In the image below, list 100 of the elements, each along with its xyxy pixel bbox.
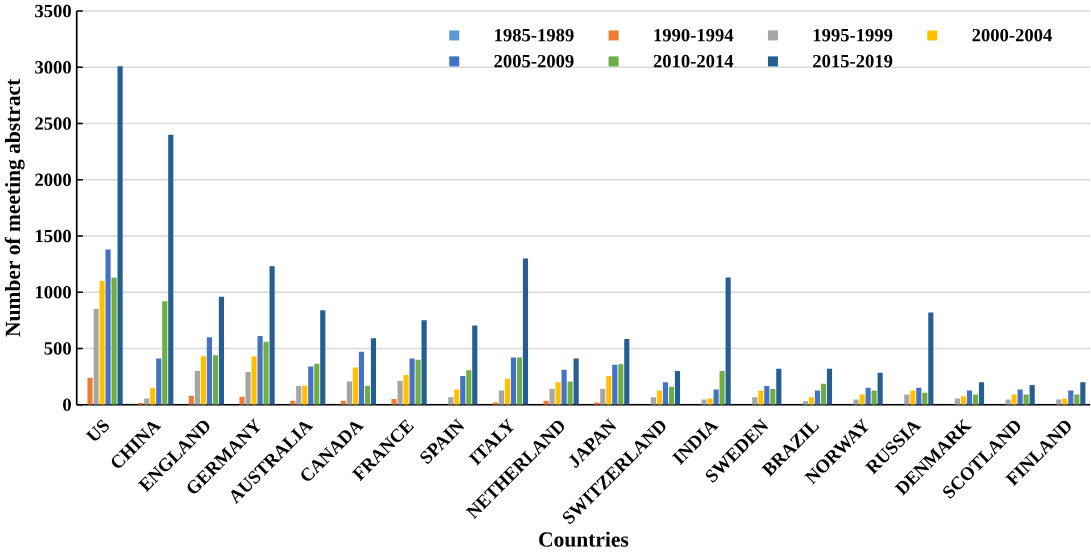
- bar: [928, 312, 934, 405]
- bar: [460, 376, 466, 405]
- bar: [555, 382, 561, 405]
- bar: [600, 389, 606, 405]
- legend-label: 1985-1989: [495, 29, 574, 42]
- bar: [391, 399, 397, 405]
- bar: [707, 398, 713, 405]
- bar: [87, 377, 93, 405]
- bar: [144, 398, 150, 405]
- bar: [877, 372, 883, 405]
- bar: [776, 368, 782, 405]
- bar: [448, 397, 454, 405]
- bar: [239, 397, 245, 405]
- bar: [504, 379, 511, 405]
- bar: [954, 398, 961, 405]
- bar: [200, 356, 206, 405]
- bar: [910, 390, 916, 405]
- bar: [454, 389, 460, 405]
- bar: [510, 357, 517, 405]
- bar: [358, 352, 365, 405]
- bar: [251, 356, 257, 405]
- y-tick-label: 2000: [35, 173, 71, 187]
- bar: [1080, 382, 1086, 405]
- y-tick-label: 3000: [35, 61, 71, 74]
- bar: [168, 134, 174, 405]
- bar: [612, 364, 618, 405]
- bar: [764, 386, 770, 405]
- bar: [725, 277, 731, 405]
- bar: [674, 371, 681, 405]
- bar: [752, 397, 758, 405]
- bar: [308, 366, 314, 405]
- bar: [257, 336, 263, 405]
- bar: [865, 388, 871, 405]
- bar: [105, 249, 111, 405]
- legend-label: 2015-2019: [813, 55, 893, 68]
- bar: [269, 266, 275, 405]
- bar: [719, 371, 725, 405]
- bar: [567, 381, 573, 405]
- bar: [93, 309, 99, 405]
- bar: [162, 301, 168, 405]
- bar: [206, 337, 212, 405]
- bar: [820, 384, 827, 405]
- y-tick-label: 1000: [35, 286, 71, 299]
- bar: [808, 397, 815, 405]
- bar: [99, 281, 105, 405]
- bar: [415, 359, 421, 405]
- bar: [516, 357, 523, 405]
- bar: [409, 358, 415, 405]
- bar: [770, 389, 776, 405]
- legend-label: 2010-2014: [653, 55, 734, 68]
- bar: [364, 386, 371, 405]
- bar: [194, 371, 200, 405]
- y-tick-label: 1500: [35, 229, 71, 243]
- bar: [922, 393, 928, 405]
- bar: [314, 363, 320, 405]
- bar: [370, 338, 377, 405]
- legend-label: 2005-2009: [494, 55, 574, 68]
- bar: [561, 370, 567, 405]
- bar: [814, 390, 821, 405]
- bar: [111, 277, 117, 405]
- bar: [156, 358, 162, 405]
- bar: [618, 364, 624, 405]
- legend-label: 1995-1999: [813, 29, 893, 42]
- bar: [573, 358, 579, 405]
- bar: [403, 375, 409, 405]
- bar: [397, 381, 403, 405]
- bar: [668, 386, 675, 405]
- y-tick-label: 500: [44, 342, 71, 355]
- x-axis-title: Countries: [539, 531, 629, 548]
- bar: [960, 396, 967, 405]
- bar: [1017, 389, 1023, 405]
- bar: [421, 320, 427, 405]
- bar: [302, 385, 308, 405]
- bar: [916, 388, 922, 405]
- bar: [320, 310, 326, 405]
- bar: [978, 382, 985, 405]
- bar: [662, 382, 669, 405]
- bar: [1068, 390, 1074, 405]
- legend-label: 2000-2004: [972, 29, 1052, 42]
- bar: [713, 389, 719, 405]
- bar: [650, 397, 656, 405]
- y-tick-label: 0: [63, 398, 71, 412]
- bar: [606, 376, 612, 405]
- bar: [117, 66, 123, 405]
- legend-label: 1990-1994: [654, 29, 734, 42]
- bar: [1029, 385, 1035, 405]
- bar: [826, 368, 833, 405]
- bar: [522, 258, 529, 405]
- bar: [1062, 398, 1068, 405]
- y-tick-label: 3500: [35, 5, 71, 18]
- bar: [296, 386, 302, 405]
- bar: [758, 390, 764, 405]
- x-tick-label: US: [85, 419, 109, 441]
- bar: [245, 372, 251, 405]
- y-axis-title: Number of meeting abstract: [4, 79, 25, 337]
- y-tick-label: 2500: [35, 117, 71, 131]
- bar: [218, 296, 225, 405]
- bar: [150, 388, 156, 405]
- bar: [624, 339, 630, 405]
- bar: [966, 390, 973, 405]
